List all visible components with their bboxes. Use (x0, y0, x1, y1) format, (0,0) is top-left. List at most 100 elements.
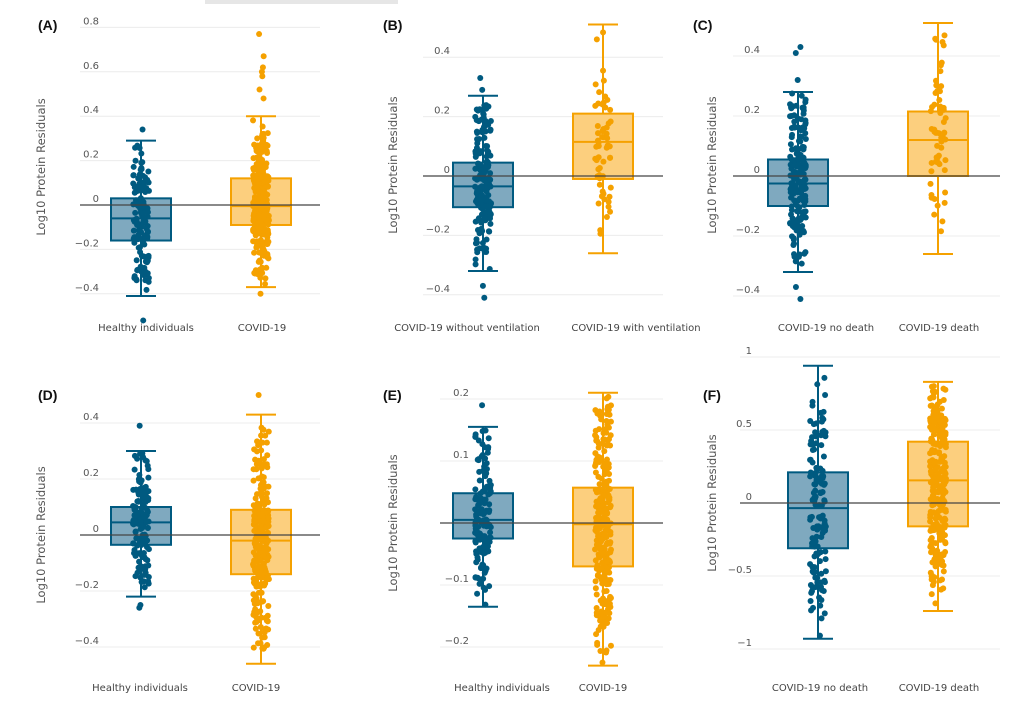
data-point (598, 193, 605, 200)
data-point (942, 417, 949, 424)
data-point (483, 460, 490, 467)
data-point (807, 597, 814, 604)
data-point (140, 172, 147, 179)
data-point (480, 509, 487, 516)
data-point (937, 441, 944, 448)
data-point (802, 249, 809, 256)
data-point (260, 517, 267, 524)
data-point (130, 163, 137, 170)
data-point (261, 501, 268, 508)
data-point (942, 539, 949, 546)
data-point (594, 122, 601, 129)
data-point (138, 159, 145, 166)
data-point (132, 552, 139, 559)
data-point (927, 468, 934, 475)
data-point (592, 427, 599, 434)
data-point (928, 194, 935, 201)
data-point (819, 414, 826, 421)
panel-c: −0.4 −0.2 0 0.2 0.4 (C) Log10 Protein Residual… (693, 17, 1000, 334)
data-point (137, 479, 144, 486)
data-point (601, 448, 608, 455)
data-point (264, 252, 271, 259)
data-point (132, 573, 139, 580)
category-label: COVID-19 without ventilation (394, 323, 540, 334)
data-point (260, 598, 267, 605)
data-point (482, 118, 489, 125)
data-point (133, 257, 140, 264)
panel-b: −0.4 −0.2 0 0.2 0.4 (B) Log10 Protein Residual… (383, 17, 701, 334)
data-point (473, 176, 480, 183)
data-point (250, 644, 257, 651)
data-point (795, 217, 802, 224)
data-point (603, 649, 610, 656)
data-point (601, 530, 608, 537)
data-point (260, 645, 267, 652)
data-point (254, 558, 261, 565)
data-point (942, 463, 949, 470)
data-point (603, 214, 610, 221)
data-point (252, 495, 259, 502)
data-point (260, 167, 267, 174)
data-point (927, 417, 934, 424)
outlier-point (792, 50, 799, 56)
data-point (264, 130, 271, 137)
data-point (822, 548, 829, 555)
outlier-point (257, 290, 264, 297)
data-point (817, 409, 824, 416)
data-point (261, 530, 268, 537)
data-point (143, 458, 150, 465)
data-point (261, 173, 268, 180)
data-point (812, 469, 819, 476)
data-point (472, 261, 479, 268)
data-point (250, 215, 257, 222)
data-point (130, 180, 137, 187)
data-point (819, 512, 826, 519)
data-point (787, 220, 794, 227)
data-point (131, 512, 138, 519)
data-point (821, 374, 828, 381)
data-point (942, 189, 949, 196)
data-point (938, 144, 945, 151)
data-point (593, 524, 600, 531)
data-point (487, 529, 494, 536)
data-point (941, 32, 948, 39)
data-point (593, 36, 600, 43)
data-point (596, 481, 603, 488)
y-tick-label: −0.2 (75, 580, 99, 591)
data-point (818, 432, 825, 439)
data-point (820, 427, 827, 434)
outlier-point (479, 86, 486, 93)
outlier-point (260, 53, 267, 60)
data-point (592, 585, 599, 592)
panel-label: (F) (703, 387, 721, 403)
data-point (942, 115, 949, 122)
category-label: Healthy individuals (454, 683, 550, 694)
data-point (250, 579, 257, 586)
outlier-point (259, 73, 266, 80)
data-point (933, 154, 940, 161)
data-point (472, 433, 479, 440)
data-point (265, 483, 272, 490)
data-point (815, 523, 822, 530)
data-point (593, 591, 600, 598)
data-point (250, 200, 257, 207)
data-point (136, 558, 143, 565)
data-point (137, 566, 144, 573)
data-point (599, 564, 606, 571)
data-point (255, 542, 262, 549)
data-point (592, 462, 599, 469)
data-point (799, 124, 806, 131)
data-point (251, 249, 258, 256)
category-label: COVID-19 no death (772, 683, 868, 694)
data-point (595, 473, 602, 480)
data-point (938, 138, 945, 145)
data-point (594, 130, 601, 137)
data-point (472, 218, 479, 225)
data-point (487, 152, 494, 159)
data-point (808, 589, 815, 596)
data-point (938, 533, 945, 540)
data-point (250, 502, 257, 509)
data-point (259, 132, 266, 139)
data-point (478, 183, 485, 190)
data-point (814, 381, 821, 388)
